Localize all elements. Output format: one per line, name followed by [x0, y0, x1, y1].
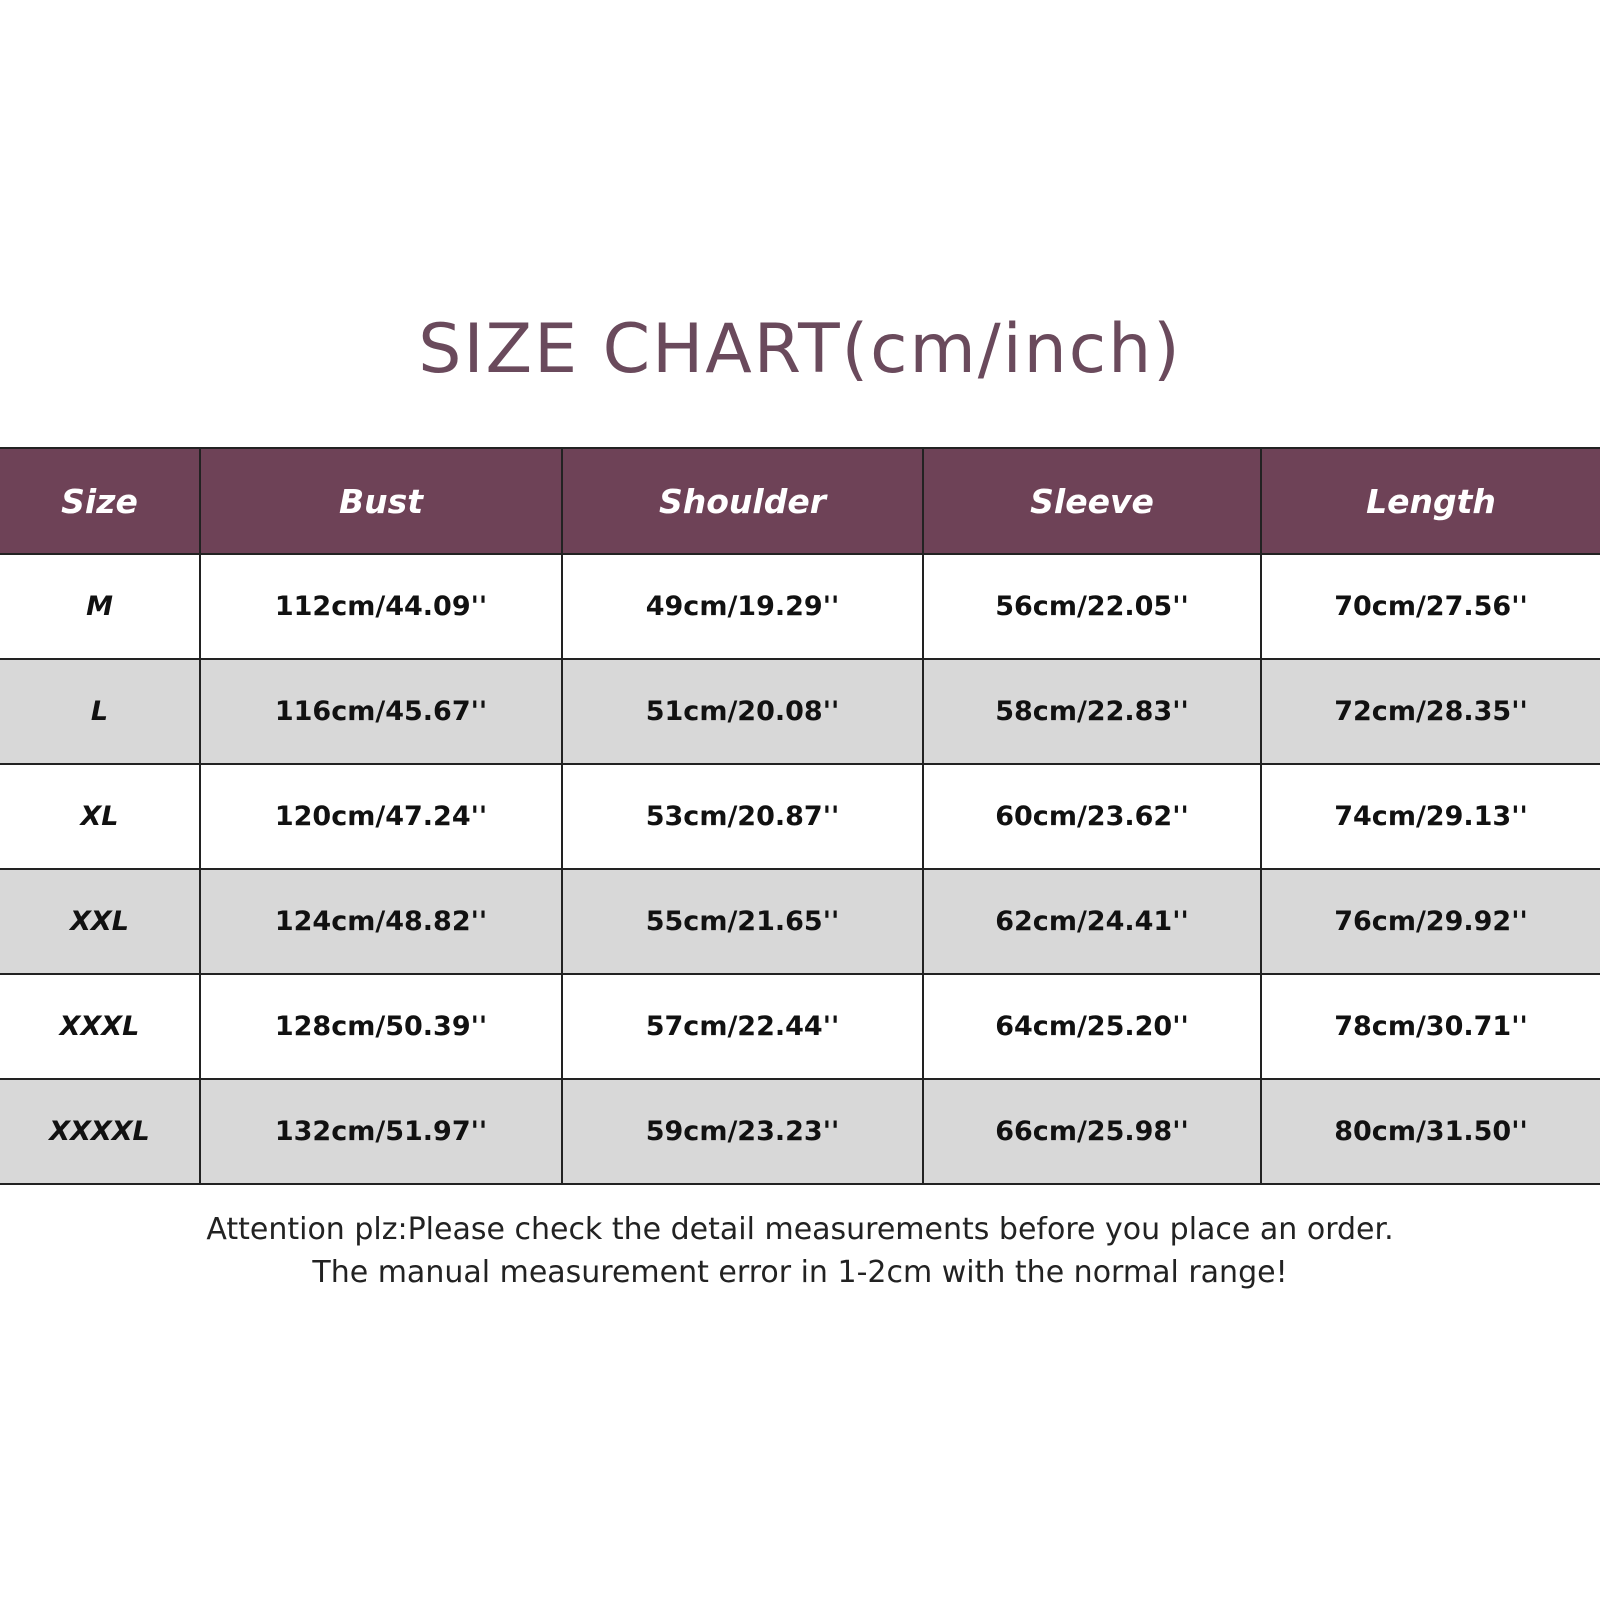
measurement-cell: 66cm/25.98''	[922, 1078, 1262, 1185]
measurement-cell: 112cm/44.09''	[199, 553, 563, 660]
column-header-length: Length	[1260, 447, 1600, 555]
size-table: Size Bust Shoulder Sleeve Length M 112cm/44.0…	[0, 447, 1600, 1185]
error-note: The manual measurement error in 1-2cm wi…	[312, 1255, 1288, 1290]
column-header-bust: Bust	[199, 447, 563, 555]
measurement-cell: 124cm/48.82''	[199, 868, 563, 975]
measurement-cell: 51cm/20.08''	[561, 658, 924, 765]
measurement-cell: 70cm/27.56''	[1260, 553, 1600, 660]
measurement-cell: 55cm/21.65''	[561, 868, 924, 975]
table-row: XXXXL 132cm/51.97'' 59cm/23.23'' 66cm/25.98…	[0, 1078, 1600, 1185]
table-row: L 116cm/45.67'' 51cm/20.08'' 58cm/22.83'' 72…	[0, 658, 1600, 765]
measurement-cell: 59cm/23.23''	[561, 1078, 924, 1185]
table-row: XXL 124cm/48.82'' 55cm/21.65'' 62cm/24.41''…	[0, 868, 1600, 975]
page-title: SIZE CHART(cm/inch)	[418, 310, 1182, 389]
measurement-cell: 64cm/25.20''	[922, 973, 1262, 1080]
measurement-cell: 72cm/28.35''	[1260, 658, 1600, 765]
size-label: M	[0, 553, 201, 660]
size-label: L	[0, 658, 201, 765]
measurement-cell: 60cm/23.62''	[922, 763, 1262, 870]
column-header-sleeve: Sleeve	[922, 447, 1262, 555]
size-label: XXL	[0, 868, 201, 975]
column-header-size: Size	[0, 447, 201, 555]
size-label: XL	[0, 763, 201, 870]
measurement-cell: 78cm/30.71''	[1260, 973, 1600, 1080]
table-row: M 112cm/44.09'' 49cm/19.29'' 56cm/22.05'' 70…	[0, 553, 1600, 660]
measurement-cell: 62cm/24.41''	[922, 868, 1262, 975]
measurement-cell: 57cm/22.44''	[561, 973, 924, 1080]
measurement-cell: 128cm/50.39''	[199, 973, 563, 1080]
measurement-cell: 116cm/45.67''	[199, 658, 563, 765]
measurement-cell: 56cm/22.05''	[922, 553, 1262, 660]
size-label: XXXXL	[0, 1078, 201, 1185]
measurement-cell: 53cm/20.87''	[561, 763, 924, 870]
measurement-cell: 76cm/29.92''	[1260, 868, 1600, 975]
header-row: Size Bust Shoulder Sleeve Length	[0, 447, 1600, 555]
measurement-cell: 49cm/19.29''	[561, 553, 924, 660]
measurement-cell: 74cm/29.13''	[1260, 763, 1600, 870]
table-row: XL 120cm/47.24'' 53cm/20.87'' 60cm/23.62'' 7…	[0, 763, 1600, 870]
column-header-shoulder: Shoulder	[561, 447, 924, 555]
table-row: XXXL 128cm/50.39'' 57cm/22.44'' 64cm/25.20'…	[0, 973, 1600, 1080]
measurement-cell: 120cm/47.24''	[199, 763, 563, 870]
attention-note: Attention plz:Please check the detail me…	[206, 1212, 1394, 1247]
measurement-cell: 80cm/31.50''	[1260, 1078, 1600, 1185]
measurement-cell: 58cm/22.83''	[922, 658, 1262, 765]
size-label: XXXL	[0, 973, 201, 1080]
measurement-cell: 132cm/51.97''	[199, 1078, 563, 1185]
